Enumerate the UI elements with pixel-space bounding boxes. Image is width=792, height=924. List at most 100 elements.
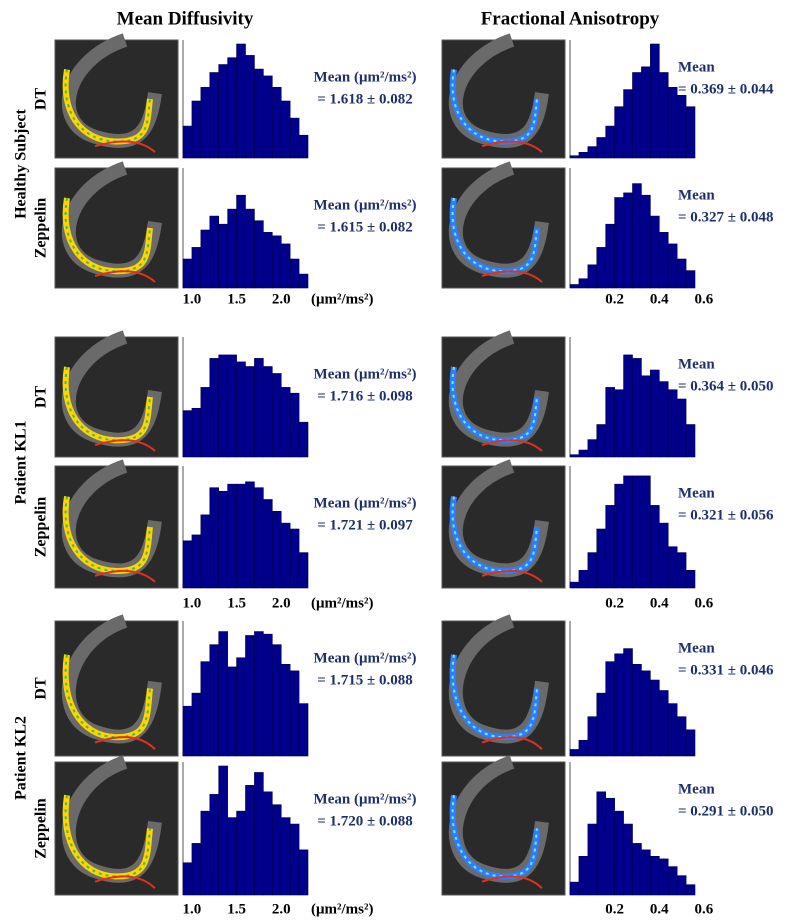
x-tick-label: 1.5: [227, 291, 246, 307]
bar: [182, 862, 193, 896]
x-tick-label: 0.4: [650, 901, 669, 917]
bar: [614, 810, 624, 896]
bar: [658, 690, 669, 757]
bar: [191, 843, 202, 896]
bar: [632, 72, 642, 159]
annotation: = 1.720 ± 0.088: [317, 813, 413, 829]
x-tick-label: 0.6: [695, 595, 714, 611]
bar: [658, 232, 669, 289]
annotation: = 1.721 ± 0.097: [317, 517, 413, 533]
bar: [254, 68, 264, 159]
bar: [605, 125, 615, 159]
bar: [596, 247, 607, 289]
group-label: Healthy Subject: [13, 108, 30, 218]
bar: [218, 354, 228, 458]
bar: [289, 528, 300, 589]
bar: [667, 703, 678, 757]
bar: [587, 264, 598, 289]
annotation: = 0.321 ± 0.056: [678, 507, 774, 523]
cartilage-map: [94, 270, 156, 283]
bar: [298, 552, 309, 589]
bar: [623, 475, 633, 589]
annotation: = 0.369 ± 0.044: [678, 81, 774, 97]
bar: [218, 631, 228, 757]
x-tick-label: 1.0: [183, 901, 202, 917]
cartilage-map: [481, 875, 543, 890]
bar: [676, 258, 687, 289]
cartilage-map: [94, 140, 156, 153]
cartilage-map: [481, 439, 543, 452]
bar: [191, 407, 202, 458]
bar: [614, 653, 624, 757]
bar: [209, 358, 220, 458]
bar: [263, 499, 273, 589]
bar: [569, 881, 580, 896]
bar: [676, 552, 687, 589]
annotation-title: Mean: [678, 640, 715, 656]
cartilage-map: [94, 875, 156, 890]
bar: [236, 810, 246, 896]
bar: [587, 552, 598, 589]
bar: [227, 208, 237, 289]
bar: [271, 510, 282, 589]
cartilage-map: [481, 140, 543, 153]
bar: [298, 703, 309, 757]
x-tick-label: 1.5: [227, 901, 246, 917]
x-tick-label: 0.6: [695, 291, 714, 307]
cartilage-map: [94, 736, 156, 750]
bar: [596, 137, 607, 159]
bar: [280, 663, 291, 757]
bar: [578, 739, 589, 757]
bar: [236, 483, 246, 589]
bar: [200, 87, 211, 159]
bar: [191, 692, 202, 757]
x-tick-label: 0.2: [605, 901, 624, 917]
bar: [218, 223, 228, 289]
x-tick-label: 1.5: [227, 595, 246, 611]
bar: [254, 358, 264, 458]
bar: [578, 278, 589, 289]
x-axis-label: (μm²/ms²): [311, 901, 373, 917]
annotation: = 1.615 ± 0.082: [317, 219, 413, 235]
bar: [280, 100, 291, 159]
bar: [245, 366, 255, 458]
bar: [685, 270, 696, 289]
bar: [632, 183, 642, 289]
bar: [623, 648, 633, 757]
annotation: = 1.715 ± 0.088: [317, 672, 413, 688]
bar: [271, 87, 282, 159]
bar: [623, 823, 633, 896]
bar: [650, 215, 660, 289]
bar: [605, 387, 615, 458]
bar: [676, 398, 687, 458]
bar: [578, 855, 589, 896]
annotation-title: Mean (μm²/ms²): [314, 197, 417, 213]
bar: [587, 146, 598, 159]
bar: [676, 716, 687, 757]
x-axis-label: (μm²/ms²): [311, 291, 373, 307]
bar: [209, 794, 220, 896]
bar: [280, 522, 291, 589]
bar: [200, 387, 211, 458]
cartilage-map: [481, 736, 543, 750]
bar: [245, 208, 255, 289]
bar: [263, 633, 273, 757]
annotation-title: Mean: [678, 356, 715, 372]
bar: [280, 817, 291, 896]
x-axis-label: (μm²/ms²): [311, 595, 373, 611]
x-tick-label: 2.0: [272, 901, 291, 917]
annotation: = 0.291 ± 0.050: [678, 803, 774, 819]
bar: [263, 791, 273, 896]
bar: [263, 75, 273, 159]
bar: [587, 716, 598, 757]
bar: [254, 772, 264, 896]
bar: [632, 843, 642, 896]
bar: [605, 223, 615, 289]
annotation-title: Mean: [678, 781, 715, 797]
annotation-title: Mean: [678, 485, 715, 501]
x-tick-label: 0.4: [650, 291, 669, 307]
column-title: Mean Diffusivity: [117, 8, 254, 29]
bar: [569, 284, 580, 289]
bar: [667, 866, 678, 896]
bar: [614, 197, 624, 289]
